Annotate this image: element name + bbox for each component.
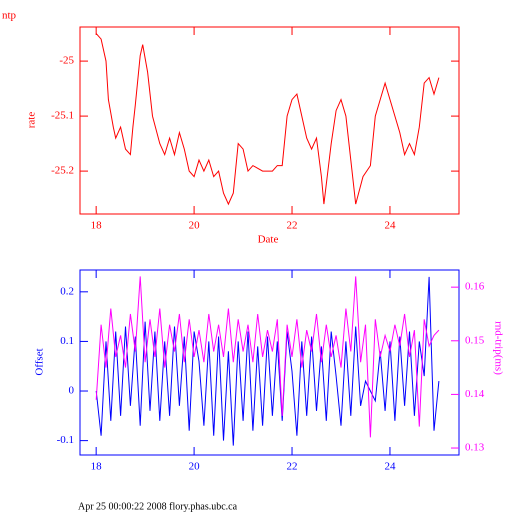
x-tick-label: 18: [91, 220, 103, 232]
data-line: [95, 33, 440, 206]
y-axis-label: Offset: [34, 348, 46, 375]
x-tick-label: 22: [287, 220, 298, 232]
y-tick-label: -25.1: [51, 110, 74, 122]
y2-tick-label: 0.15: [465, 334, 485, 346]
x-tick-label: 22: [287, 461, 298, 473]
y-axis-label: rate: [26, 112, 38, 129]
data-line: [95, 276, 440, 438]
y2-tick-label: 0.14: [465, 388, 485, 400]
data-line: [95, 276, 440, 446]
footer: Apr 25 00:00:22 2008 flory.phas.ubc.ca: [78, 501, 238, 512]
x-tick-label: 18: [91, 461, 103, 473]
y2-tick-label: 0.13: [465, 442, 485, 454]
y-tick-label: -25.2: [51, 165, 74, 177]
x-tick-label: 24: [384, 220, 396, 232]
y-tick-label: -25: [59, 55, 74, 67]
y2-tick-label: 0.16: [465, 281, 485, 293]
plot-frame: [79, 269, 460, 456]
x-tick-label: 20: [189, 461, 201, 473]
x-tick-label: 20: [189, 220, 201, 232]
x-axis-label: Date: [258, 234, 279, 246]
y-tick-label: 0.1: [60, 335, 74, 347]
y-tick-label: 0: [69, 385, 75, 397]
y-tick-label: 0.2: [60, 285, 74, 297]
y-tick-label: -0.1: [57, 434, 74, 446]
plot-frame: [79, 26, 460, 215]
chart-title: ntp: [2, 10, 17, 22]
x-tick-label: 24: [384, 461, 396, 473]
y2-axis-label: rnd-trip(ms): [492, 321, 504, 375]
